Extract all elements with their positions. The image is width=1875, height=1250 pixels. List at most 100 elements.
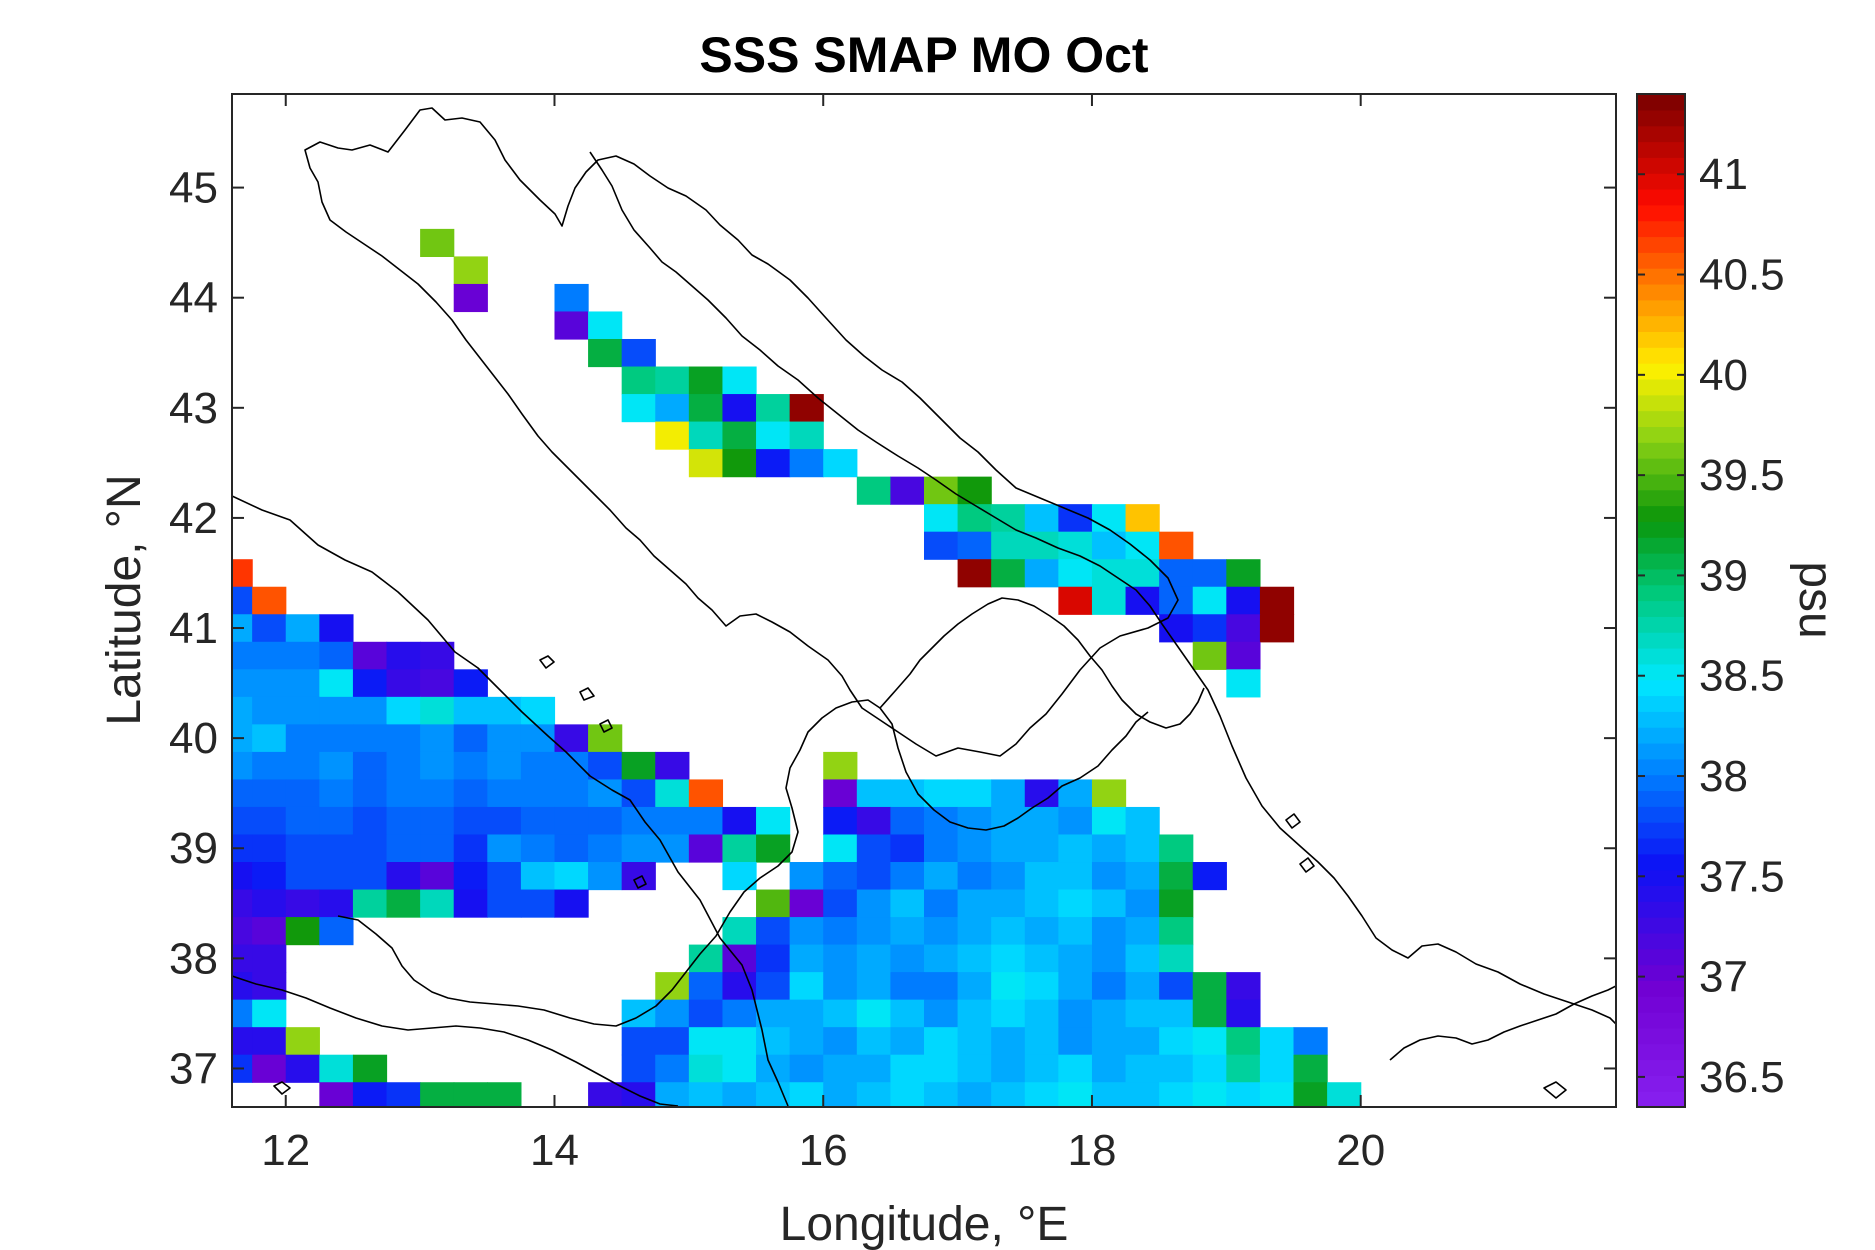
salinity-cell xyxy=(991,999,1026,1028)
x-tick-label: 14 xyxy=(530,1126,579,1175)
salinity-cell xyxy=(1024,999,1059,1028)
salinity-cell xyxy=(386,696,421,725)
salinity-cell xyxy=(1192,862,1227,891)
colorbar-segment xyxy=(1637,679,1685,697)
salinity-cell xyxy=(789,1054,824,1083)
salinity-cell xyxy=(890,1082,925,1107)
salinity-cell xyxy=(232,1027,253,1056)
salinity-cell xyxy=(1091,999,1127,1028)
salinity-cell xyxy=(232,889,253,918)
salinity-cell xyxy=(285,696,320,725)
salinity-cell xyxy=(352,669,388,698)
coastline-italy-adriatic xyxy=(304,107,1179,757)
colorbar-segment xyxy=(1637,125,1685,143)
colorbar-segment xyxy=(1637,109,1685,127)
salinity-cell xyxy=(957,1054,992,1083)
salinity-cell xyxy=(957,862,992,891)
salinity-cell xyxy=(1125,504,1160,533)
salinity-cell xyxy=(232,806,253,836)
salinity-cell xyxy=(420,779,455,808)
salinity-cell xyxy=(588,862,623,891)
colorbar-segment xyxy=(1637,141,1685,158)
salinity-cell xyxy=(789,889,824,918)
salinity-cell xyxy=(856,862,892,891)
salinity-cell xyxy=(655,751,690,781)
salinity-cell xyxy=(756,1082,791,1107)
salinity-cell xyxy=(991,806,1026,836)
colorbar-segment xyxy=(1637,727,1685,744)
colorbar-segment xyxy=(1637,964,1685,981)
salinity-cell xyxy=(823,917,858,946)
salinity-cell xyxy=(1091,779,1127,808)
salinity-cell xyxy=(1058,586,1093,615)
salinity-cell xyxy=(991,559,1026,588)
salinity-cell xyxy=(655,834,690,863)
colorbar-segment xyxy=(1637,553,1685,570)
colorbar: 36.5 37 37.5 38 38.5 39 39.5 40 40.5 41 psu xyxy=(1636,93,1842,1108)
colorbar-segment xyxy=(1637,806,1685,823)
colorbar-segment xyxy=(1637,869,1685,887)
salinity-cell xyxy=(352,779,388,808)
x-tick-label: 12 xyxy=(261,1126,310,1175)
salinity-cell xyxy=(285,641,320,670)
salinity-cell xyxy=(1159,917,1194,946)
colorbar-segment xyxy=(1637,1091,1685,1108)
colorbar-segment xyxy=(1637,711,1685,728)
salinity-cell xyxy=(1259,586,1295,615)
salinity-cell xyxy=(252,834,287,863)
salinity-cell xyxy=(722,366,757,395)
salinity-cell xyxy=(957,806,992,836)
salinity-cell xyxy=(655,1054,690,1083)
salinity-cell xyxy=(789,972,824,1001)
salinity-cell xyxy=(1125,834,1160,863)
salinity-cell xyxy=(991,972,1026,1001)
salinity-cell xyxy=(554,779,589,808)
salinity-cell xyxy=(420,834,455,863)
colorbar-segment xyxy=(1637,647,1685,665)
salinity-cell xyxy=(1259,1054,1295,1083)
salinity-cell xyxy=(1226,586,1261,615)
salinity-cell xyxy=(520,751,556,781)
salinity-cell xyxy=(487,806,522,836)
salinity-cell xyxy=(487,724,522,753)
salinity-cell xyxy=(252,917,287,946)
salinity-cell xyxy=(386,1082,421,1107)
salinity-cell xyxy=(232,862,253,891)
salinity-cell xyxy=(823,751,858,781)
salinity-cell xyxy=(991,889,1026,918)
salinity-cell xyxy=(453,696,488,725)
salinity-cell xyxy=(1058,944,1093,973)
colorbar-tick-label: 37 xyxy=(1699,953,1748,1002)
coastline-islands xyxy=(273,655,1567,1099)
colorbar-frame xyxy=(1636,93,1686,1108)
coastline-adriatic-east xyxy=(232,495,789,1107)
salinity-cell xyxy=(856,999,892,1028)
salinity-cell xyxy=(1024,889,1059,918)
y-tick-label: 39 xyxy=(169,824,218,873)
salinity-cell xyxy=(655,421,690,450)
colorbar-segment xyxy=(1637,236,1685,253)
salinity-cell xyxy=(1125,531,1160,560)
salinity-cell xyxy=(1159,559,1194,588)
salinity-cell xyxy=(890,889,925,918)
colorbar-segment xyxy=(1637,584,1685,602)
salinity-cell xyxy=(1159,972,1194,1001)
salinity-cell xyxy=(487,834,522,863)
salinity-cell xyxy=(1259,1082,1295,1107)
colorbar-tick-label: 37.5 xyxy=(1699,852,1785,901)
plot-frame xyxy=(231,93,1617,1108)
salinity-cell xyxy=(1159,834,1194,863)
salinity-cell xyxy=(252,724,287,753)
y-axis-label: Latitude, °N xyxy=(98,474,151,725)
salinity-cell xyxy=(386,669,421,698)
colorbar-ticks: 36.5 37 37.5 38 38.5 39 39.5 40 40.5 41 xyxy=(1637,150,1785,1102)
salinity-cell xyxy=(1091,1082,1127,1107)
colorbar-tick-label: 39.5 xyxy=(1699,451,1785,500)
salinity-cell xyxy=(756,972,791,1001)
colorbar-segment xyxy=(1637,315,1685,333)
salinity-cell xyxy=(487,889,522,918)
salinity-cell xyxy=(823,1082,858,1107)
colorbar-segment xyxy=(1637,347,1685,364)
salinity-cell xyxy=(453,751,488,781)
salinity-cell xyxy=(386,889,421,918)
